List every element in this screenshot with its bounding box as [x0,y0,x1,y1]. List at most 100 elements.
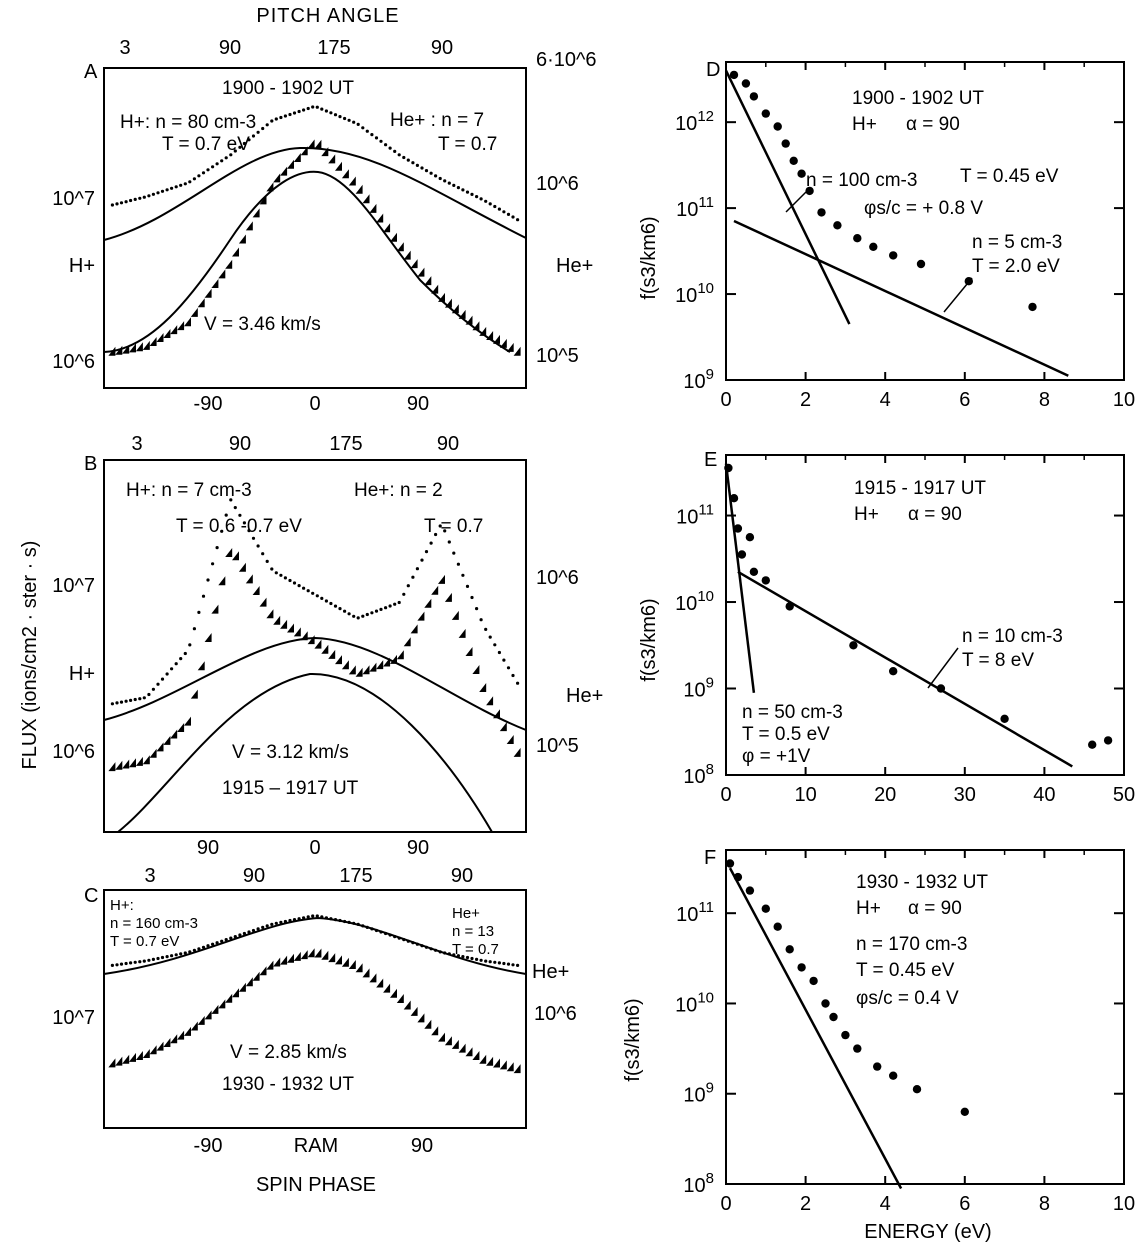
panel-d-data-point [853,234,862,243]
he-data-triangle [211,604,219,614]
h-data-point [393,602,397,606]
h-data-point [320,596,324,601]
h-data-point [306,589,310,593]
he-data-triangle [170,1034,178,1044]
h-data-point [247,930,251,934]
panel-b-right-tick-1: 10^6 [536,567,579,589]
h-data-point [506,666,511,670]
panel-c-he-temp: T = 0.7 [452,941,499,958]
panel-d-arrow-1 [785,189,809,213]
h-data-point [110,203,114,207]
he-data-triangle [156,333,164,342]
he-data-triangle [204,633,212,642]
panel-a-bottom-tick-2: 0 [309,393,320,415]
h-data-point [188,643,192,647]
he-data-triangle [438,574,445,584]
he-data-triangle [197,1015,205,1025]
h-data-point [320,915,324,919]
h-data-point [197,947,201,951]
panel-d-data-point [773,122,782,131]
h-data-point [424,945,429,949]
he-data-triangle [438,1032,445,1042]
h-data-point [119,700,124,704]
he-data-triangle [451,1039,459,1049]
panel-f-data-point [773,922,782,931]
h-data-point [220,159,224,163]
he-data-triangle [197,661,205,671]
h-data-point [211,942,215,946]
h-data-point [411,941,415,945]
he-data-triangle [307,635,315,645]
he-data-triangle [135,342,143,352]
panel-c-he-points [108,948,521,1074]
he-data-triangle [238,234,246,244]
h-data-point [270,567,274,571]
he-data-triangle [321,147,329,157]
he-data-triangle [417,267,425,277]
panel-b-he-points [108,548,521,772]
h-data-point [256,544,260,548]
he-data-triangle [376,978,384,988]
he-data-triangle [142,340,150,350]
h-data-point [142,696,146,700]
he-data-triangle [362,665,370,675]
f-axis-title-f: f(s3/km6) [622,998,644,1081]
panel-f-data-point [725,859,735,868]
h-data-point [142,195,146,199]
h-data-point [329,111,333,115]
panel-e-data-point [724,463,733,473]
he-data-triangle [396,994,404,1003]
panel-f-time: 1930 - 1932 UT [856,872,988,893]
he-data-triangle [321,950,329,960]
h-data-point [506,212,511,216]
he-data-triangle [451,610,459,620]
panel-b-right-tick-2: 10^5 [536,735,579,757]
he-data-triangle [493,1058,500,1068]
panel-e-data-point [849,641,858,650]
h-data-point [170,954,174,958]
he-data-triangle [403,637,411,647]
he-data-triangle [293,153,301,162]
he-data-triangle [280,619,288,629]
panel-a-h-fit-curve [103,146,527,241]
he-data-triangle [204,1010,212,1020]
panel-e-data-point [729,494,739,503]
he-data-triangle [438,292,445,302]
h-data-point [220,939,224,943]
he-data-triangle [486,1056,494,1066]
h-data-point [283,576,287,580]
h-data-point [179,183,183,187]
h-data-point [361,924,365,928]
he-data-triangle [479,1054,487,1064]
panel-e-x-tick-label: 40 [1033,784,1055,806]
panel-e-alpha: α = 90 [908,504,962,525]
he-data-triangle [232,988,239,998]
h-data-point [511,673,515,678]
h-data-point [133,197,137,201]
he-data-triangle [444,1036,452,1046]
h-data-point [215,162,219,166]
panel-b-bottom-tick-1: 90 [197,837,219,859]
he-data-triangle [232,247,239,257]
panel-b: B 3 90 175 90 90 0 90 10^7 10^6 H+ 10^6 … [52,433,603,859]
h-data-point [361,126,365,130]
panel-e-time: 1915 - 1917 UT [854,478,986,499]
panel-f-data-point [960,1107,969,1117]
he-data-triangle [177,723,185,732]
h-data-point [315,105,319,109]
h-data-point [452,551,456,555]
h-data-point [456,186,460,190]
h-data-point [465,584,470,589]
panel-e-fit2-n: n = 10 cm-3 [962,626,1063,647]
he-data-triangle [108,346,116,356]
panel-e-data-point [761,576,770,585]
h-data-point [411,575,415,579]
he-data-triangle [321,644,329,654]
he-data-triangle [156,742,164,752]
he-data-triangle [293,627,301,637]
h-data-point [388,604,392,608]
h-data-point [333,604,338,608]
he-data-triangle [369,662,377,672]
panel-e-y-tick-label: 1011 [676,502,714,529]
